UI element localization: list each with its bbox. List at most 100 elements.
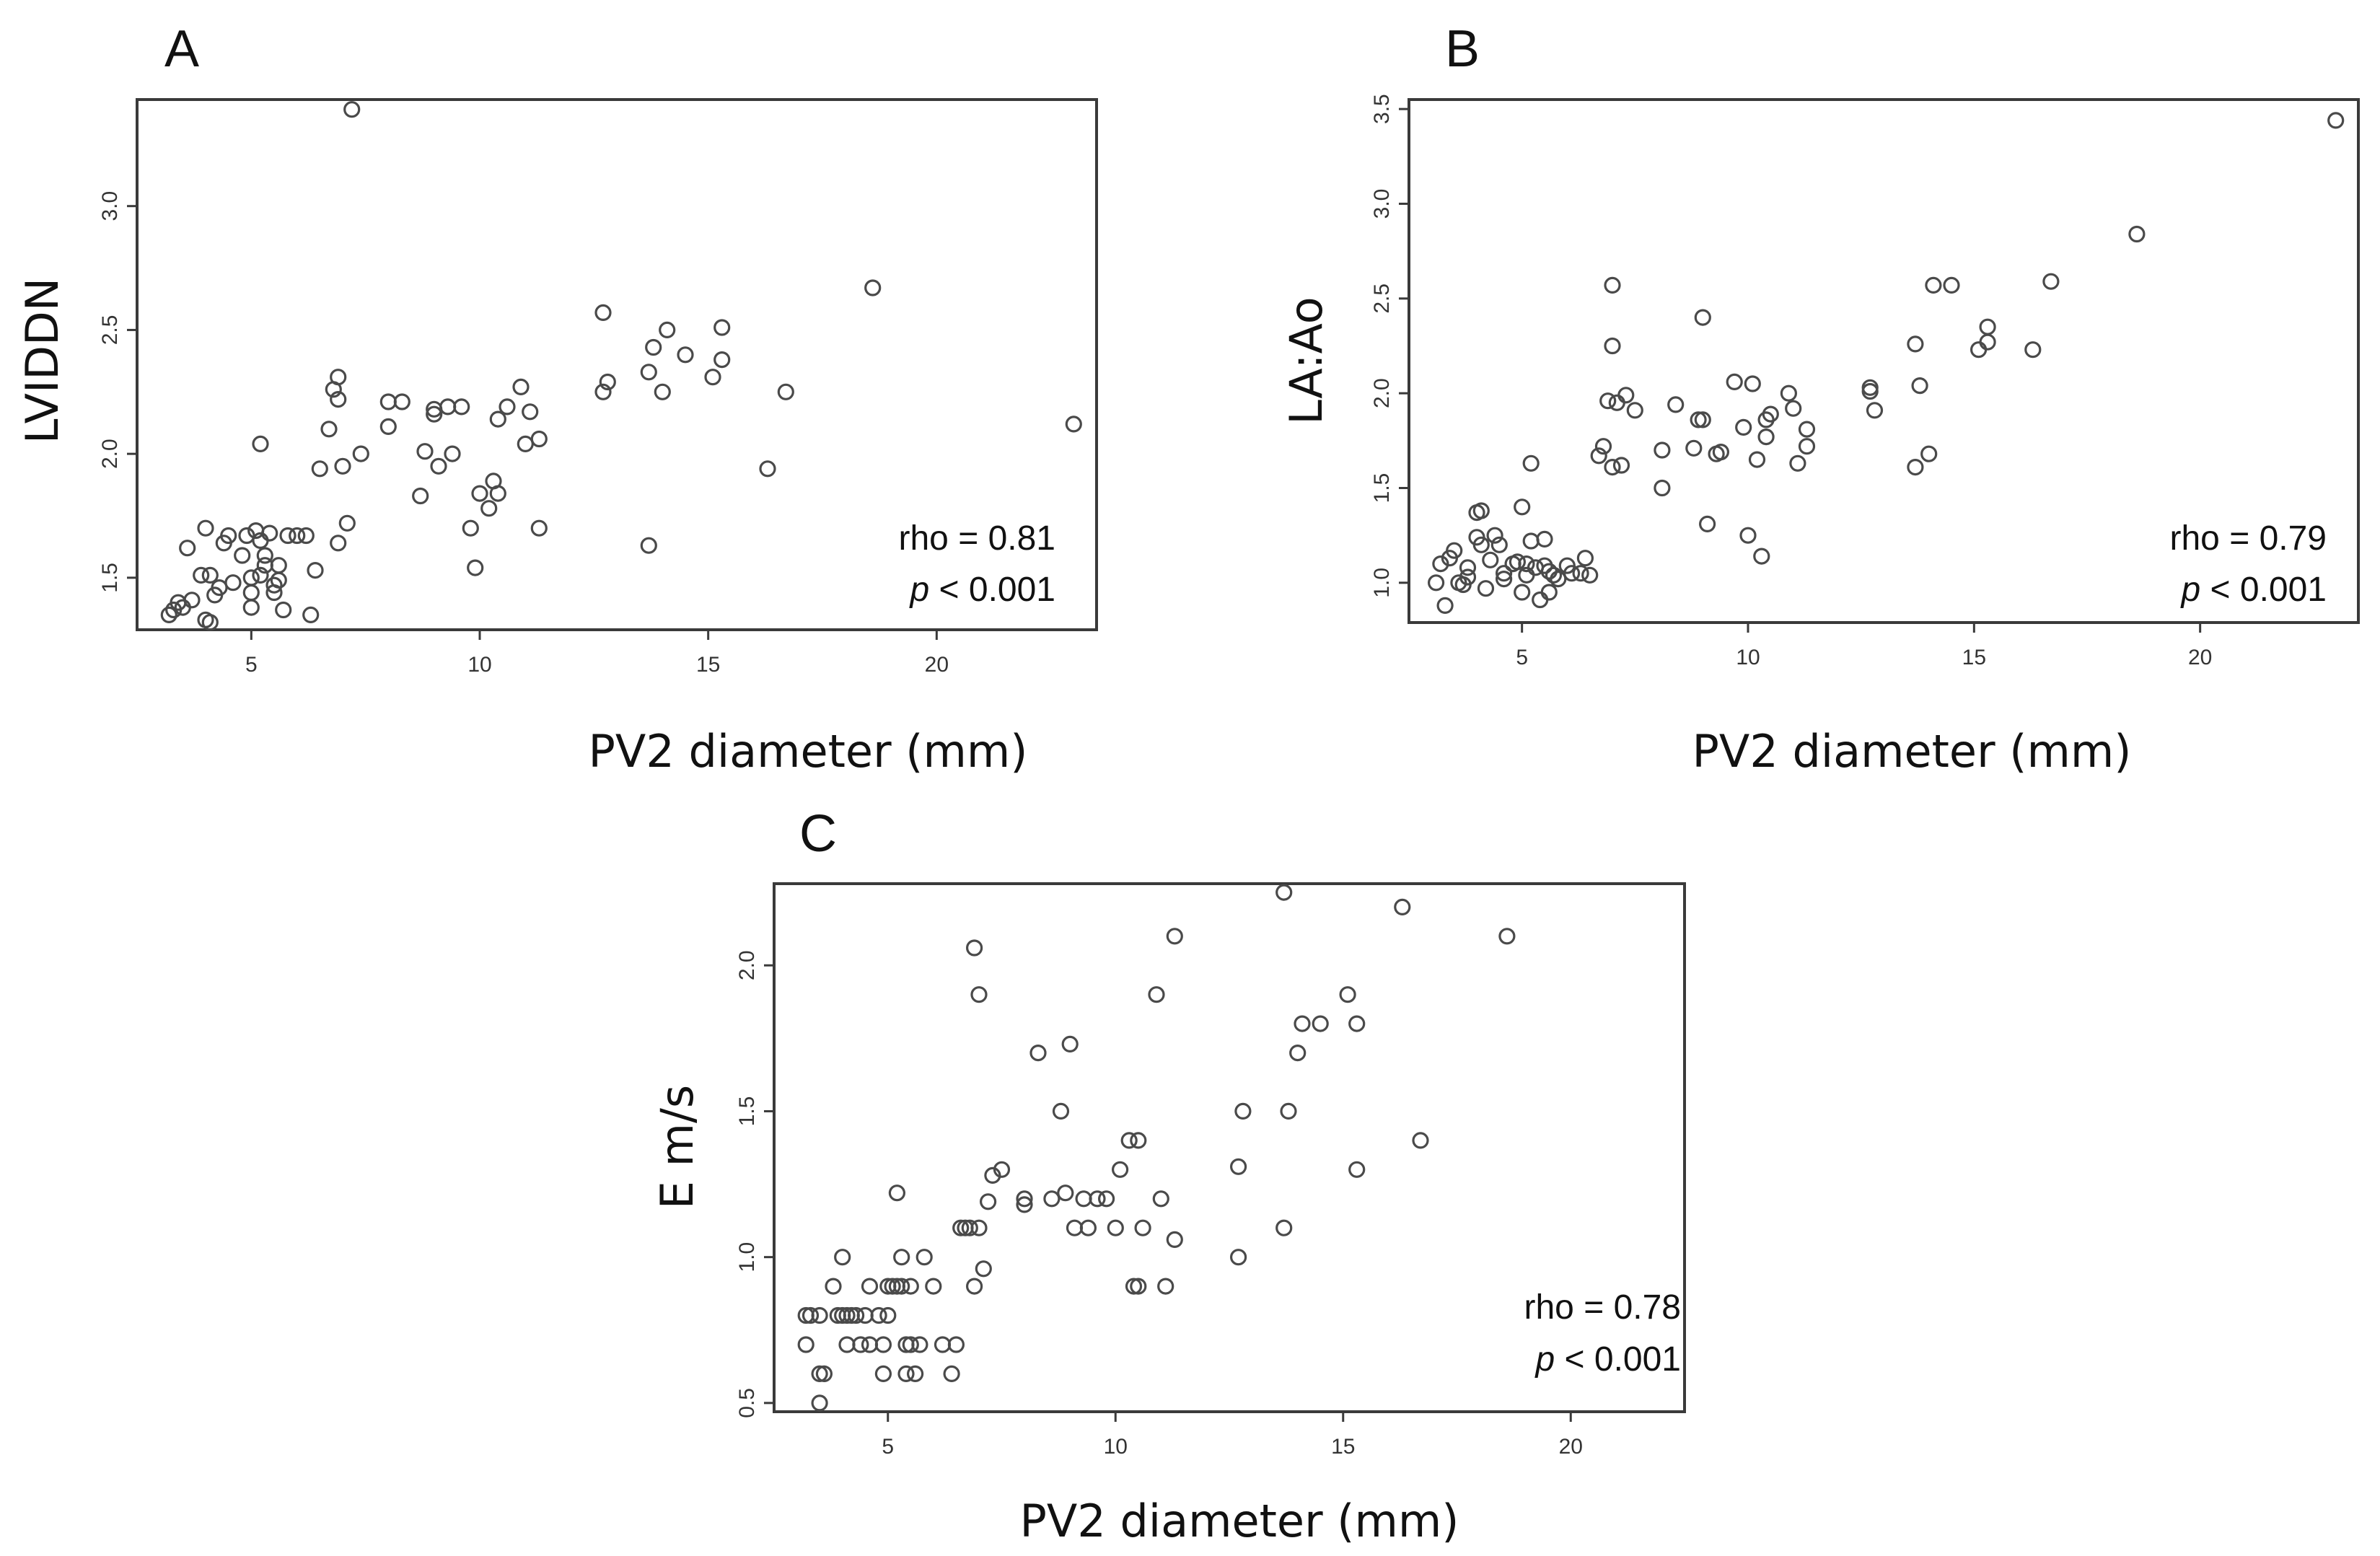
panel-b-point-30 (1536, 530, 1553, 548)
panel-a-point-79 (659, 321, 676, 338)
panel-c-point-57 (1061, 1035, 1079, 1053)
panel-c-point-30 (897, 1365, 915, 1383)
panel-c-point-39 (947, 1336, 965, 1353)
panel-b-ticks: 5 10 15 20 1.0 1.5 2.0 2.5 3.0 3.5 (1370, 94, 2212, 669)
panel-a-point-35 (302, 606, 320, 624)
panel-b-point-20 (1509, 553, 1526, 571)
panel-c-y-tick-label-0: 0.5 (735, 1388, 759, 1418)
panel-b-point-86 (2024, 341, 2042, 359)
panel-c-point-83 (1312, 1015, 1329, 1032)
panel-c-point-6 (815, 1365, 833, 1383)
panel-b-point-37 (1572, 565, 1589, 582)
panel-b-point-54 (1690, 411, 1707, 428)
panel-c-point-19 (870, 1306, 887, 1324)
panel-c-y-tick-label-1: 1.0 (735, 1242, 759, 1273)
panel-b-point-16 (1490, 536, 1508, 553)
panel-b-point-47 (1612, 457, 1630, 474)
panel-b-point-77 (1907, 458, 1924, 476)
panel-a-point-48 (379, 418, 397, 436)
panel-a-point-5 (179, 540, 196, 557)
panel-b-y-tick-label-4: 3.0 (1370, 189, 1394, 219)
panel-b-point-48 (1617, 387, 1635, 404)
panel-a-point-37 (311, 460, 328, 478)
panel-a-point-23 (252, 566, 269, 584)
panel-a-point-70 (530, 430, 548, 448)
panel-a-point-78 (654, 383, 671, 400)
panel-c-point-81 (1289, 1044, 1307, 1062)
panel-b-point-63 (1744, 375, 1761, 392)
panel-b-point-45 (1604, 458, 1621, 476)
panel-a: A 5 10 15 201.52.02.53.0 PV2 diameter (mm) … (16, 20, 1098, 778)
panel-c-point-5 (811, 1394, 828, 1412)
panel-b-point-53 (1685, 439, 1703, 457)
panel-a-points (160, 101, 1082, 631)
panel-b-point-79 (1911, 377, 1928, 395)
panel-a-x-tick-label-0: 5 (245, 653, 258, 677)
panel-c-point-54 (1043, 1190, 1061, 1208)
panel-a-point-44 (338, 514, 356, 532)
panel-b-point-40 (1590, 447, 1607, 465)
panel-c-point-70 (1148, 986, 1165, 1003)
panel-b-point-4 (1446, 542, 1463, 559)
panel-b-point-75 (1861, 382, 1879, 400)
panel-b-point-38 (1576, 550, 1594, 567)
panel-c-point-42 (961, 1219, 978, 1236)
panel-c-point-87 (1394, 898, 1411, 916)
panel-a-x-tick-label-1: 10 (467, 653, 491, 677)
panel-c-point-69 (1130, 1278, 1147, 1295)
panel-c: C 5 10 15 200.51.01.52.0 PV2 diameter (mm) … (651, 805, 1686, 1547)
panel-a-point-45 (343, 101, 361, 118)
panel-b-point-87 (2042, 273, 2060, 290)
panel-c-point-79 (1275, 1219, 1293, 1236)
panel-a-point-87 (1065, 416, 1082, 433)
panel-a-plot-area (136, 98, 1098, 631)
panel-a-point-60 (467, 559, 484, 576)
panel-b-point-34 (1550, 570, 1567, 588)
panel-b-point-1 (1432, 555, 1449, 573)
panel-c-point-7 (825, 1278, 842, 1295)
panel-c-point-47 (975, 1260, 992, 1278)
panel-b-point-85 (1979, 333, 1996, 351)
panel-a-point-33 (289, 527, 306, 545)
panel-b-p-value: p < 0.001 (2179, 571, 2327, 609)
panel-c-point-33 (906, 1365, 924, 1383)
panel-c-point-73 (1166, 928, 1183, 945)
panel-c-point-82 (1294, 1015, 1311, 1032)
panel-a-point-67 (512, 378, 530, 396)
panel-b-point-36 (1563, 565, 1581, 582)
panel-a-point-42 (330, 535, 347, 552)
panel-a-point-36 (307, 561, 324, 579)
panel-c-point-38 (943, 1365, 960, 1383)
panel-a-point-40 (330, 369, 347, 386)
panel-a-point-10 (201, 566, 219, 584)
panel-c-point-0 (797, 1336, 814, 1353)
panel-a-point-50 (393, 393, 410, 410)
panel-b-point-56 (1694, 411, 1711, 428)
panel-a-x-tick-label-2: 15 (696, 653, 720, 677)
panel-b-point-44 (1604, 276, 1621, 294)
panel-b-y-tick-label-3: 2.5 (1370, 283, 1394, 314)
panel-a-point-86 (864, 279, 882, 296)
panel-a-point-15 (224, 574, 242, 592)
panel-a-point-57 (444, 445, 461, 462)
panel-a-point-61 (471, 485, 488, 502)
panel-c-point-27 (893, 1278, 910, 1295)
panel-b-point-65 (1753, 548, 1770, 565)
panel-c-point-85 (1348, 1161, 1366, 1178)
panel-c-point-34 (911, 1336, 928, 1353)
panel-c-x-tick-label-0: 5 (882, 1435, 894, 1459)
panel-b-point-22 (1514, 498, 1531, 516)
panel-c-point-86 (1348, 1015, 1366, 1032)
panel-b-y-tick-label-5: 3.5 (1370, 94, 1394, 124)
panel-a-point-66 (499, 398, 516, 416)
panel-b-point-49 (1626, 402, 1643, 419)
panel-c-point-14 (847, 1306, 865, 1324)
panel-c-x-tick-label-2: 15 (1331, 1435, 1355, 1459)
panel-a-y-tick-label-2: 2.5 (98, 315, 122, 346)
panel-a-point-31 (275, 601, 292, 619)
panel-a-point-20 (242, 569, 260, 586)
panel-a-y-tick-label-3: 3.0 (98, 191, 122, 221)
panel-c-point-88 (1412, 1132, 1429, 1149)
panel-a-point-83 (713, 351, 731, 369)
panel-b-x-tick-label-2: 15 (1962, 646, 1986, 669)
